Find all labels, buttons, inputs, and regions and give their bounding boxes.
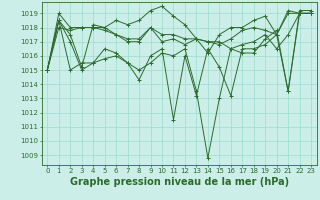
X-axis label: Graphe pression niveau de la mer (hPa): Graphe pression niveau de la mer (hPa) (70, 177, 289, 187)
